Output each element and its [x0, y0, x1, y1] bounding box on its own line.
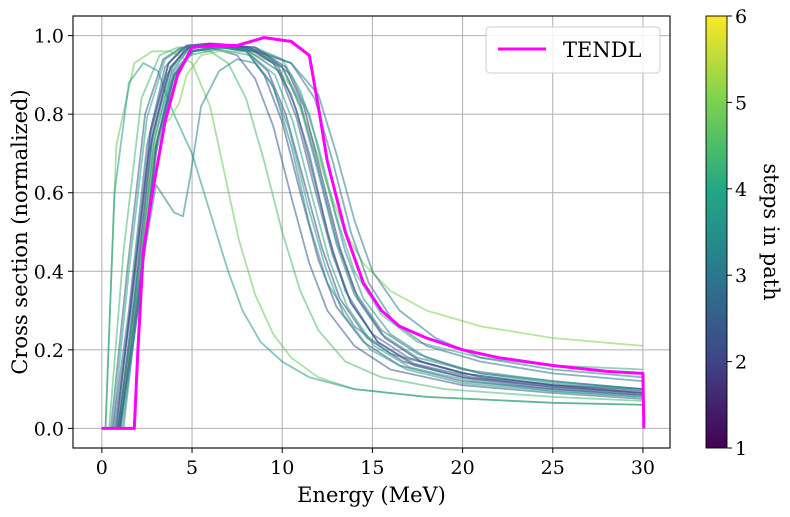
legend: TENDL	[485, 26, 661, 74]
x-axis-ticks: 0 5 10 15 20 25 30	[96, 448, 655, 479]
y-tick-label: 0.4	[34, 261, 64, 283]
ensemble-line	[101, 42, 643, 430]
x-tick-label: 10	[270, 457, 294, 479]
ensemble-series	[101, 42, 643, 430]
ensemble-line	[101, 44, 643, 430]
colorbar-ticks: 1 2 3 4 5 6	[727, 6, 747, 460]
colorbar-tick-label: 1	[735, 438, 747, 460]
x-axis-label: Energy (MeV)	[297, 483, 446, 507]
y-tick-label: 0.0	[34, 418, 64, 440]
ensemble-line	[101, 46, 643, 430]
colorbar: 1 2 3 4 5 6 steps in path	[705, 6, 783, 460]
ensemble-line	[101, 62, 643, 430]
plot-frame	[72, 15, 671, 449]
legend-tendl-label: TENDL	[563, 38, 642, 62]
y-tick-label: 0.8	[34, 104, 64, 126]
colorbar-label: steps in path	[759, 163, 783, 300]
colorbar-tick-label: 5	[735, 92, 747, 114]
colorbar-tick-label: 3	[735, 265, 747, 287]
ensemble-line	[101, 42, 643, 430]
tendl-series-group	[101, 36, 646, 430]
y-axis-label: Cross section (normalized)	[8, 89, 32, 374]
tendl-line	[101, 36, 646, 430]
ensemble-line	[101, 46, 643, 430]
colorbar-tick-label: 4	[735, 179, 747, 201]
x-tick-label: 5	[186, 457, 198, 479]
ensemble-line	[101, 58, 643, 430]
colorbar-tick-label: 2	[735, 352, 747, 374]
ensemble-line	[101, 46, 643, 430]
y-tick-label: 0.6	[34, 183, 64, 205]
x-tick-label: 15	[360, 457, 384, 479]
legend-box	[485, 26, 661, 74]
y-tick-label: 0.2	[34, 340, 64, 362]
x-tick-label: 20	[450, 457, 474, 479]
colorbar-tick-label: 6	[735, 6, 747, 28]
y-tick-label: 1.0	[34, 26, 64, 48]
x-tick-label: 0	[96, 457, 108, 479]
x-tick-label: 30	[631, 457, 655, 479]
colorbar-gradient	[705, 15, 728, 449]
y-axis-ticks: 0.0 0.2 0.4 0.6 0.8 1.0	[34, 26, 73, 440]
ensemble-line	[101, 42, 643, 430]
x-tick-label: 25	[541, 457, 565, 479]
